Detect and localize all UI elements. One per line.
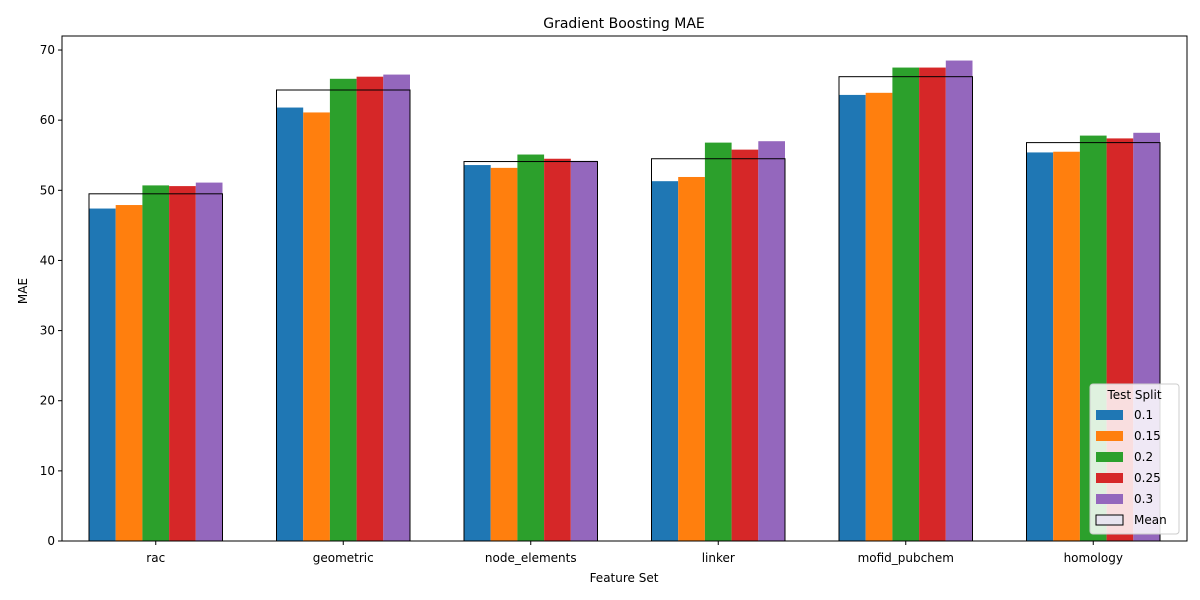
bar [570,160,598,541]
legend-swatch [1096,410,1123,420]
bar [490,167,518,541]
bar [142,185,170,542]
y-tick-label: 40 [40,253,55,267]
bar [919,67,946,541]
x-tick-label: linker [702,551,735,565]
x-tick-label: homology [1064,551,1123,565]
y-tick-label: 50 [40,183,55,197]
legend-label: Mean [1134,513,1167,527]
bar [517,154,545,541]
legend-label: 0.15 [1134,429,1161,443]
y-tick-label: 30 [40,324,55,338]
legend-swatch [1096,431,1123,441]
bar [356,76,384,542]
y-tick-label: 20 [40,394,55,408]
axes-frame [61,35,1188,542]
legend-label: 0.1 [1134,408,1153,422]
x-axis-label: Feature Set [590,571,659,585]
bar [1026,152,1054,542]
bar [115,205,143,541]
bar [89,208,116,541]
bar [195,182,223,541]
bar [704,142,732,541]
x-tick-label: geometric [313,551,374,565]
bar [839,94,866,542]
bar [383,74,410,541]
bar [276,107,304,542]
x-tick-label: node_elements [485,551,577,565]
bar [464,165,491,542]
y-tick-label: 10 [40,464,55,478]
legend-label: 0.2 [1134,450,1153,464]
chart-title: Gradient Boosting MAE [543,16,705,32]
legend-title: Test Split [1106,388,1161,402]
bar [892,67,920,541]
bar [678,176,705,541]
legend-label: 0.3 [1134,492,1153,506]
bar [329,78,357,541]
y-tick-label: 70 [40,43,55,57]
legend-swatch [1095,514,1124,526]
legend-swatch [1096,473,1123,483]
y-tick-label: 0 [47,534,55,548]
bar [865,92,893,541]
bar [945,60,973,541]
legend: Test Split 0.1 0.15 0.2 0.25 0.3 Mean [1089,383,1180,535]
bar [303,112,330,541]
y-tick-label: 60 [40,113,55,127]
bar [544,158,571,542]
bar [758,141,785,542]
x-tick-label: rac [146,551,165,565]
bar [1053,151,1080,541]
x-tick-label: mofid_pubchem [858,551,954,565]
bar [731,149,759,541]
bar [651,181,679,541]
plot-area: 0 10 20 30 40 50 60 70 rac geometric node_elements… [40,35,1188,565]
bar [169,186,196,541]
legend-swatch [1096,494,1123,504]
legend-label: 0.25 [1134,471,1161,485]
legend-swatch [1096,452,1123,462]
y-axis-label: MAE [16,278,30,304]
